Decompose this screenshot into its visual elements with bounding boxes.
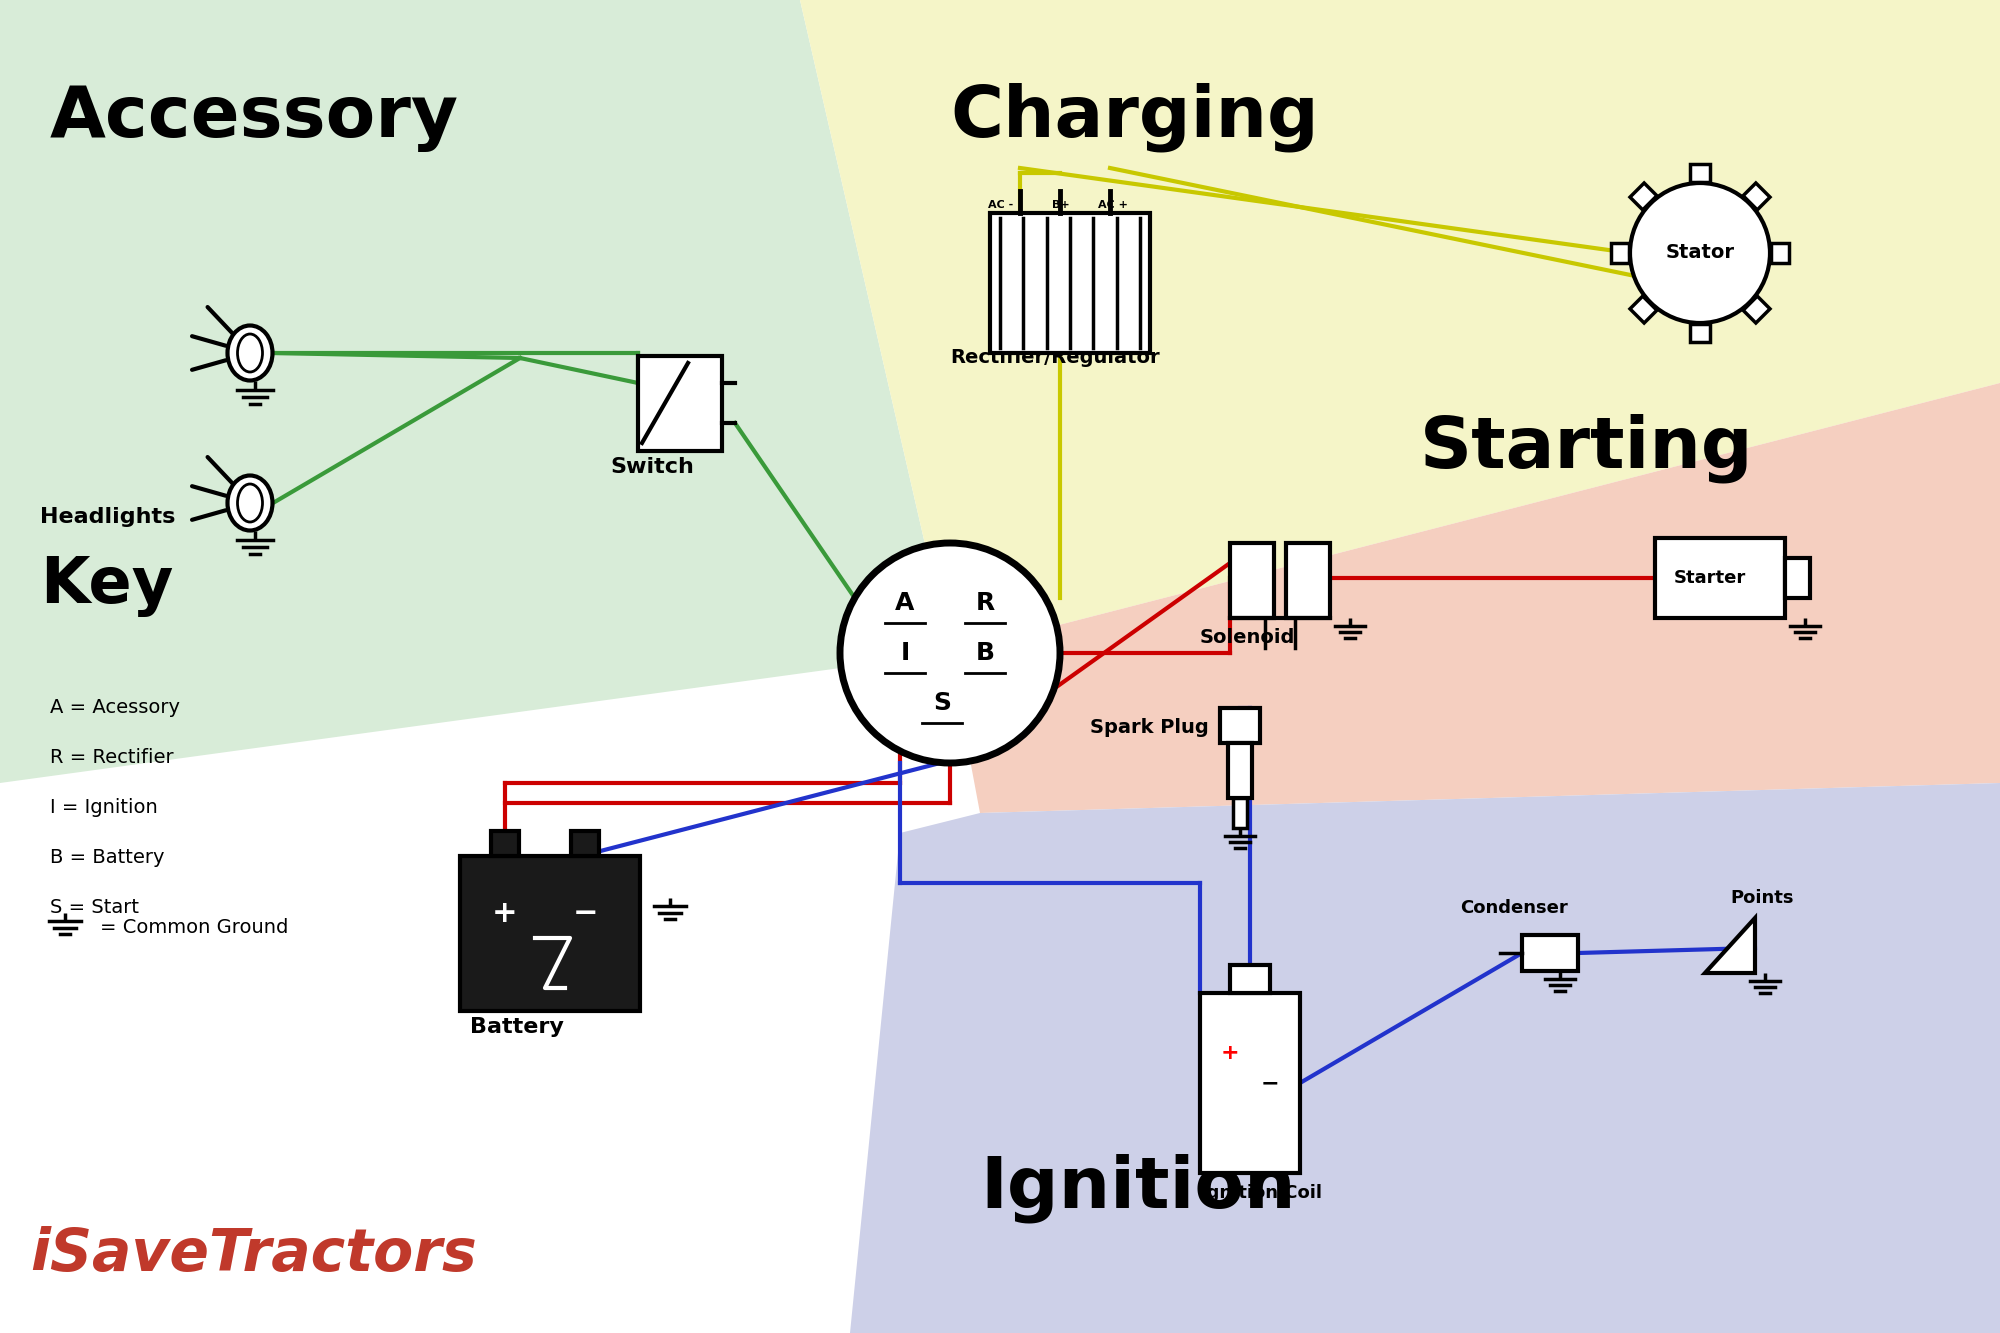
Text: Condenser: Condenser — [1460, 898, 1568, 917]
Text: I = Ignition: I = Ignition — [50, 798, 158, 817]
Polygon shape — [0, 0, 950, 782]
Text: Starter: Starter — [1674, 569, 1746, 587]
Text: Battery: Battery — [470, 1017, 564, 1037]
Text: = Common Ground: = Common Ground — [100, 918, 288, 937]
Text: B+: B+ — [1052, 200, 1070, 211]
Polygon shape — [850, 782, 2000, 1333]
Text: R = Rectifier: R = Rectifier — [50, 748, 174, 766]
Text: S: S — [932, 690, 952, 714]
Circle shape — [840, 543, 1060, 762]
FancyBboxPatch shape — [1784, 559, 1810, 599]
FancyBboxPatch shape — [1232, 798, 1248, 828]
FancyBboxPatch shape — [1200, 993, 1300, 1173]
Ellipse shape — [228, 325, 272, 380]
FancyBboxPatch shape — [638, 356, 722, 451]
Text: AC +: AC + — [1098, 200, 1128, 211]
FancyBboxPatch shape — [460, 856, 640, 1010]
Polygon shape — [1612, 243, 1628, 263]
Text: Stator: Stator — [1666, 244, 1734, 263]
FancyBboxPatch shape — [1230, 965, 1270, 993]
Polygon shape — [1744, 296, 1770, 323]
FancyBboxPatch shape — [572, 830, 600, 856]
Text: Rectifier/Regulator: Rectifier/Regulator — [950, 348, 1160, 367]
Text: Ignition Coil: Ignition Coil — [1200, 1184, 1322, 1202]
FancyBboxPatch shape — [1286, 543, 1330, 619]
Text: AC -: AC - — [988, 200, 1014, 211]
Text: Solenoid: Solenoid — [1200, 628, 1296, 647]
FancyBboxPatch shape — [1230, 543, 1274, 619]
Circle shape — [1630, 183, 1770, 323]
Text: Headlights: Headlights — [40, 507, 176, 527]
Polygon shape — [1630, 296, 1656, 323]
Ellipse shape — [238, 335, 262, 372]
Text: R: R — [976, 591, 994, 615]
FancyBboxPatch shape — [1522, 934, 1578, 970]
Text: iSaveTractors: iSaveTractors — [30, 1226, 476, 1282]
Ellipse shape — [228, 476, 272, 531]
Text: Accessory: Accessory — [50, 83, 460, 152]
Text: −: − — [1260, 1073, 1280, 1093]
Text: +: + — [1220, 1042, 1240, 1062]
Text: S = Start: S = Start — [50, 898, 140, 917]
Polygon shape — [1690, 164, 1710, 183]
FancyBboxPatch shape — [1228, 742, 1252, 798]
Text: +: + — [492, 898, 518, 928]
Text: Ignition: Ignition — [980, 1153, 1296, 1222]
Text: Spark Plug: Spark Plug — [1090, 718, 1208, 737]
Text: B: B — [976, 641, 994, 665]
Polygon shape — [800, 0, 2000, 653]
FancyBboxPatch shape — [1656, 539, 1786, 619]
Text: Switch: Switch — [610, 457, 694, 477]
FancyBboxPatch shape — [492, 830, 520, 856]
Text: B = Battery: B = Battery — [50, 848, 164, 866]
Polygon shape — [1630, 183, 1656, 209]
Polygon shape — [1704, 918, 1756, 973]
FancyBboxPatch shape — [990, 213, 1150, 353]
Text: −: − — [572, 898, 598, 928]
Ellipse shape — [238, 484, 262, 523]
Text: Charging: Charging — [950, 83, 1318, 152]
Text: I: I — [900, 641, 910, 665]
Text: Starting: Starting — [1420, 413, 1754, 483]
Text: A: A — [896, 591, 914, 615]
Text: Points: Points — [1730, 889, 1794, 906]
FancyBboxPatch shape — [1220, 708, 1260, 742]
Text: Key: Key — [40, 555, 174, 617]
Polygon shape — [1690, 324, 1710, 343]
Polygon shape — [950, 383, 2000, 813]
Polygon shape — [1744, 183, 1770, 209]
Polygon shape — [1772, 243, 1790, 263]
Text: A = Acessory: A = Acessory — [50, 698, 180, 717]
